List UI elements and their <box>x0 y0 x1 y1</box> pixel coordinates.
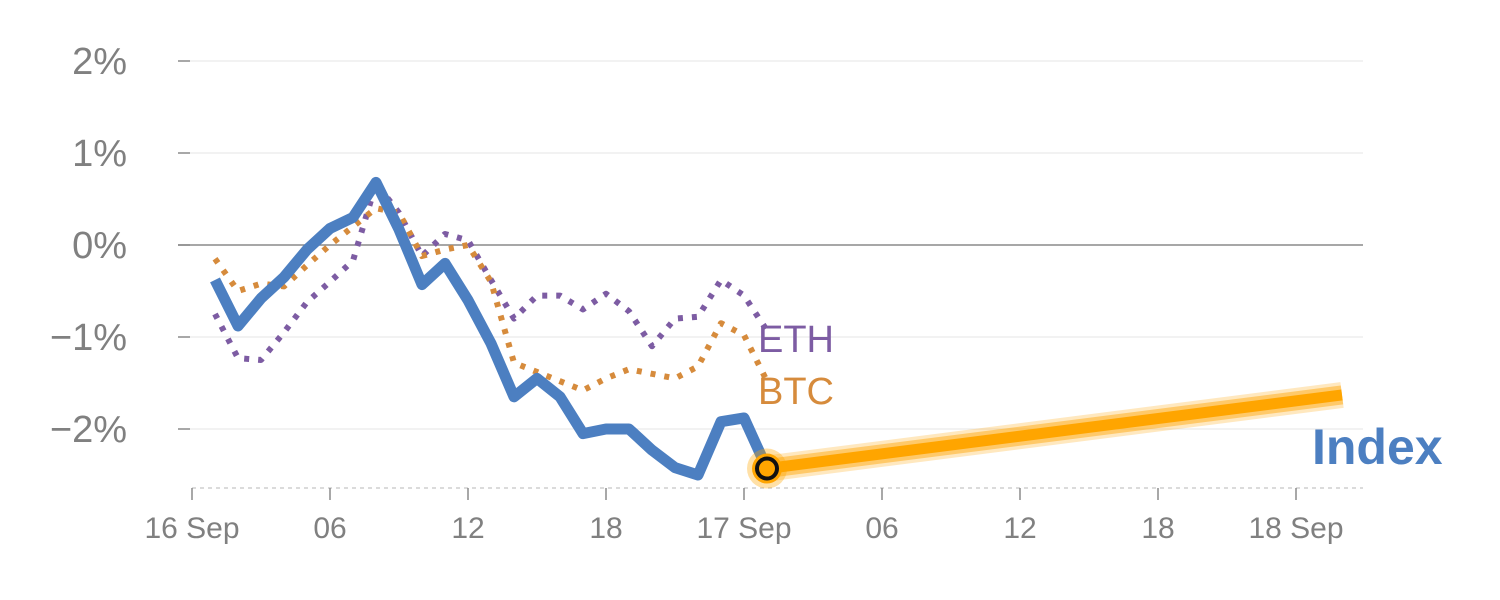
series <box>210 176 1344 489</box>
x-tick-label: 18 <box>589 512 622 545</box>
x-tick-label: 18 Sep <box>1248 512 1343 545</box>
y-tick-label: −2% <box>50 409 127 451</box>
x-tick-label: 16 Sep <box>144 512 239 545</box>
forecast-line <box>766 389 1343 475</box>
end-marker <box>755 456 779 481</box>
btc-series-label: BTC <box>758 371 834 413</box>
y-axis: 2% 1% 0% −1% −2% <box>50 41 190 451</box>
index-series-label: Index <box>1312 419 1443 475</box>
x-tick-label: 06 <box>313 512 346 545</box>
x-tick-label: 12 <box>451 512 484 545</box>
x-tick-label: 12 <box>1003 512 1036 545</box>
y-tick-label: 0% <box>72 225 127 267</box>
grid <box>178 60 1363 430</box>
x-tick-label: 17 Sep <box>696 512 791 545</box>
y-tick-label: −1% <box>50 317 127 359</box>
eth-series-label: ETH <box>758 319 834 361</box>
y-tick-label: 1% <box>72 133 127 175</box>
index-series-line <box>210 176 773 481</box>
y-tick-label: 2% <box>72 41 127 83</box>
x-tick-label: 18 <box>1141 512 1174 545</box>
btc-series-line <box>212 205 770 394</box>
x-axis: 16 Sep 06 12 18 17 Sep 06 12 18 18 Sep <box>144 487 1363 545</box>
x-tick-label: 06 <box>865 512 898 545</box>
eth-series-line <box>212 180 770 363</box>
